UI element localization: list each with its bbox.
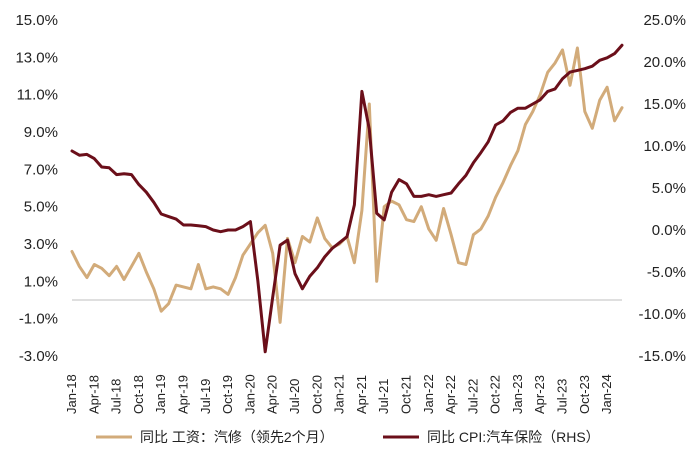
x-axis-ticks: Jan-18 Apr-18 Jul-18 Oct-18 Jan-19 Apr-19 Jul-… xyxy=(64,374,614,414)
x-tick-label: Jul-20 xyxy=(287,379,302,414)
right-tick-label: 20.0% xyxy=(643,54,686,71)
legend-label: 同比 CPI:汽车保险（RHS） xyxy=(427,429,600,445)
x-tick-label: Oct-19 xyxy=(220,375,235,414)
x-tick-label: Apr-22 xyxy=(443,375,458,414)
x-tick-label: Apr-18 xyxy=(86,375,101,414)
x-tick-label: Oct-20 xyxy=(309,375,324,414)
right-axis-ticks: -15.0% -10.0% -5.0% 0.0% 5.0% 10.0% 15.0% 20.0%… xyxy=(638,12,686,365)
x-tick-label: Jul-22 xyxy=(465,379,480,414)
series-line-2 xyxy=(70,43,624,354)
x-tick-label: Jan-21 xyxy=(332,374,347,414)
x-tick-label: Jan-23 xyxy=(510,374,525,414)
x-tick-label: Oct-22 xyxy=(488,375,503,414)
left-tick-label: 15.0% xyxy=(15,12,58,29)
series-line-1 xyxy=(70,46,624,324)
x-tick-label: Jul-23 xyxy=(555,379,570,414)
right-tick-label: 25.0% xyxy=(643,12,686,29)
right-tick-label: -5.0% xyxy=(647,264,686,281)
x-tick-label: Apr-19 xyxy=(175,375,190,414)
x-tick-label: Oct-21 xyxy=(398,375,413,414)
left-tick-label: 5.0% xyxy=(24,199,58,216)
left-axis-ticks: -3.0% -1.0% 1.0% 3.0% 5.0% 7.0% 9.0% 11.0% 13.0%… xyxy=(15,12,58,365)
left-tick-label: 9.0% xyxy=(24,124,58,141)
x-tick-label: Jul-19 xyxy=(198,379,213,414)
legend-label: 同比 工资：汽修（领先2个月） xyxy=(140,429,334,445)
x-tick-label: Oct-23 xyxy=(577,375,592,414)
right-tick-label: -15.0% xyxy=(638,348,686,365)
x-tick-label: Jul-18 xyxy=(109,379,124,414)
left-tick-label: 3.0% xyxy=(24,236,58,253)
right-tick-label: 0.0% xyxy=(652,222,686,239)
right-tick-label: 10.0% xyxy=(643,138,686,155)
left-tick-label: -3.0% xyxy=(19,348,58,365)
left-tick-label: 13.0% xyxy=(15,49,58,66)
right-tick-label: -10.0% xyxy=(638,306,686,323)
x-tick-label: Jan-24 xyxy=(599,374,614,414)
left-tick-label: 1.0% xyxy=(24,273,58,290)
x-tick-label: Jan-20 xyxy=(242,374,257,414)
x-tick-label: Apr-23 xyxy=(532,375,547,414)
left-tick-label: -1.0% xyxy=(19,311,58,328)
x-tick-label: Jan-18 xyxy=(64,374,79,414)
x-tick-label: Jul-21 xyxy=(376,379,391,414)
left-tick-label: 11.0% xyxy=(17,87,58,104)
legend: 同比 工资：汽修（领先2个月） 同比 CPI:汽车保险（RHS） xyxy=(96,429,600,445)
series-lines xyxy=(70,43,624,354)
x-tick-label: Jan-19 xyxy=(153,374,168,414)
x-tick-label: Apr-20 xyxy=(265,375,280,414)
right-tick-label: 5.0% xyxy=(652,180,686,197)
x-tick-label: Apr-21 xyxy=(354,375,369,414)
right-tick-label: 15.0% xyxy=(643,96,686,113)
x-tick-label: Oct-18 xyxy=(131,375,146,414)
x-tick-label: Jan-22 xyxy=(421,374,436,414)
left-tick-label: 7.0% xyxy=(24,161,58,178)
